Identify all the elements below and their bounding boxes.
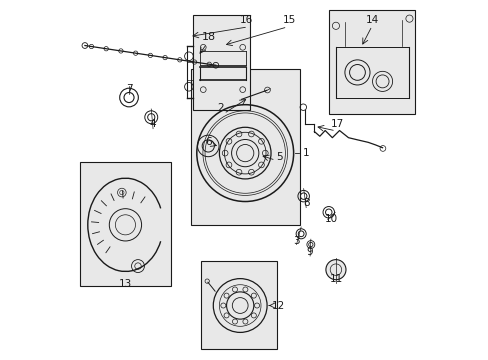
Text: 10: 10 xyxy=(324,215,337,224)
Text: 6: 6 xyxy=(205,138,211,147)
Circle shape xyxy=(325,260,346,280)
Text: 4: 4 xyxy=(149,120,156,129)
Text: 11: 11 xyxy=(328,274,342,284)
Text: 16: 16 xyxy=(239,15,252,26)
Text: 7: 7 xyxy=(125,84,132,94)
Text: 3: 3 xyxy=(293,236,299,246)
Text: 15: 15 xyxy=(282,15,295,26)
Text: 14: 14 xyxy=(365,15,378,26)
Text: 13: 13 xyxy=(119,279,132,289)
Text: 5: 5 xyxy=(275,152,282,162)
Bar xyxy=(80,162,171,286)
Text: 17: 17 xyxy=(330,120,344,129)
Text: 18: 18 xyxy=(201,32,215,41)
Text: 9: 9 xyxy=(306,247,313,257)
Text: 12: 12 xyxy=(272,301,285,311)
Text: 2: 2 xyxy=(216,103,223,113)
Bar xyxy=(191,69,299,225)
Bar xyxy=(198,30,246,92)
Bar xyxy=(201,261,276,348)
Bar xyxy=(328,10,414,114)
Text: 1: 1 xyxy=(302,148,309,158)
Bar xyxy=(192,15,249,110)
Text: 8: 8 xyxy=(302,198,309,208)
